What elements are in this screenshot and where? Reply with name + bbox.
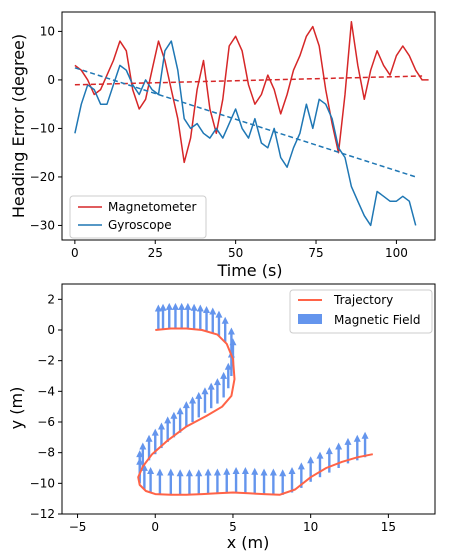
magnetic-field-arrow [164, 416, 172, 442]
magnetic-field-arrow [147, 467, 155, 493]
magnetic-field-arrow [325, 447, 333, 473]
gyroscope-trend-line [74, 67, 416, 178]
magnetic-field-arrow [203, 306, 211, 332]
top-ytick-label: −10 [30, 121, 55, 135]
magnetic-field-arrow [335, 442, 343, 468]
magnetic-field-arrow [224, 362, 232, 389]
bottom-ytick-label: −8 [37, 446, 55, 460]
bottom-ytick-label: −10 [30, 476, 55, 490]
magnetic-field-arrow [178, 302, 186, 329]
trajectory-line [137, 327, 373, 496]
top-ytick-label: −30 [30, 218, 55, 232]
magnetic-field-arrow [195, 391, 203, 418]
magnetic-field-arrow [213, 378, 221, 404]
magnetic-field-arrow [220, 371, 228, 398]
bottom-plot-frame [61, 283, 436, 515]
magnetic-field-arrow [182, 401, 190, 427]
magnetic-field-arrow [185, 469, 193, 495]
magnetic-field-arrow [204, 468, 212, 495]
bottom-xtick-label: 15 [381, 520, 396, 534]
magnetic-field-arrow [195, 469, 203, 495]
bottom-ytick-label: 0 [47, 323, 55, 337]
top-xtick-label: 25 [148, 246, 163, 260]
heading-error-legend: Magnetometer Gyroscope [69, 195, 207, 239]
magnetic-field-arrow [307, 456, 315, 482]
bottom-ytick-label: 2 [47, 292, 55, 306]
magnetic-field-arrow [184, 302, 192, 329]
magnetic-field-arrow [190, 303, 198, 330]
top-plot-frame [61, 11, 436, 241]
top-ylabel: Heading Error (degree) [9, 34, 28, 218]
top-xtick-label: 100 [385, 246, 408, 260]
magnetic-field-arrow [241, 467, 249, 493]
bottom-ytick-label: −2 [37, 354, 55, 368]
top-xlabel: Time (s) [216, 261, 282, 280]
bottom-ytick-label: −4 [37, 384, 55, 398]
magnetic-field-arrow [167, 468, 175, 495]
gyroscope-line [74, 40, 417, 227]
magnetic-field-arrow [189, 396, 197, 422]
legend-swatch-magnetic-field [298, 314, 322, 324]
trajectory-legend: Trajectory Magnetic Field [289, 289, 433, 334]
magnetic-field-arrow [207, 382, 215, 409]
legend-label-gyroscope: Gyroscope [108, 218, 172, 232]
legend-label-trajectory: Trajectory [333, 293, 393, 307]
magnetic-field-arrow [316, 451, 324, 478]
legend-box [289, 289, 433, 334]
magnetometer-trend-line [74, 75, 423, 86]
magnetic-field-arrow [361, 431, 369, 458]
bottom-ytick-label: −12 [30, 507, 55, 521]
top-xtick-label: 75 [308, 246, 323, 260]
bottom-ytick-label: −6 [37, 415, 55, 429]
top-xtick-label: 0 [71, 246, 79, 260]
magnetic-field-arrow [260, 468, 268, 495]
bottom-xtick-label: 5 [229, 520, 237, 534]
top-ytick-label: 10 [40, 24, 55, 38]
magnetic-field-arrow [159, 303, 167, 330]
top-ytick-label: 0 [47, 73, 55, 87]
magnetic-field-arrow [279, 469, 287, 495]
magnetic-field-arrow [232, 467, 240, 493]
magnetic-field-arrow [171, 302, 179, 329]
magnetic-field-arrow [156, 468, 164, 495]
magnetic-field-arrow [176, 469, 184, 495]
top-ytick-label: −20 [30, 170, 55, 184]
legend-label-magnetometer: Magnetometer [108, 200, 197, 214]
magnetic-field-arrow [170, 411, 178, 438]
bottom-xtick-label: −5 [69, 520, 87, 534]
magnetic-field-arrow [288, 467, 296, 493]
magnetic-field-arrow [221, 316, 229, 343]
magnetic-field-arrow [176, 407, 184, 433]
magnetic-field-arrow [213, 468, 221, 495]
magnetic-field-arrow [251, 467, 259, 494]
legend-label-magnetic-field: Magnetic Field [334, 313, 420, 327]
magnetic-field-arrow [223, 467, 231, 494]
magnetic-field-arrow [201, 387, 209, 413]
bottom-ylabel: y (m) [7, 387, 26, 430]
bottom-xtick-label: 0 [151, 520, 159, 534]
bottom-xlabel: x (m) [227, 533, 270, 552]
legend-box [69, 195, 207, 239]
magnetic-field-arrow [269, 468, 277, 495]
magnetometer-line [74, 20, 429, 164]
magnetic-field-arrow [165, 302, 173, 329]
magnetic-field-arrow [196, 304, 204, 330]
top-xtick-label: 50 [228, 246, 243, 260]
bottom-xtick-label: 10 [303, 520, 318, 534]
magnetic-field-arrow [215, 310, 223, 337]
magnetic-field-arrow [209, 307, 217, 334]
